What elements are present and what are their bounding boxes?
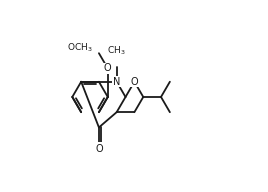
Text: O: O (104, 63, 111, 73)
Text: N: N (113, 77, 120, 87)
Text: CH$_3$: CH$_3$ (107, 45, 126, 57)
Text: OCH$_3$: OCH$_3$ (66, 42, 92, 54)
Text: O: O (96, 144, 103, 154)
Text: O: O (131, 77, 138, 87)
Text: O: O (95, 143, 103, 153)
